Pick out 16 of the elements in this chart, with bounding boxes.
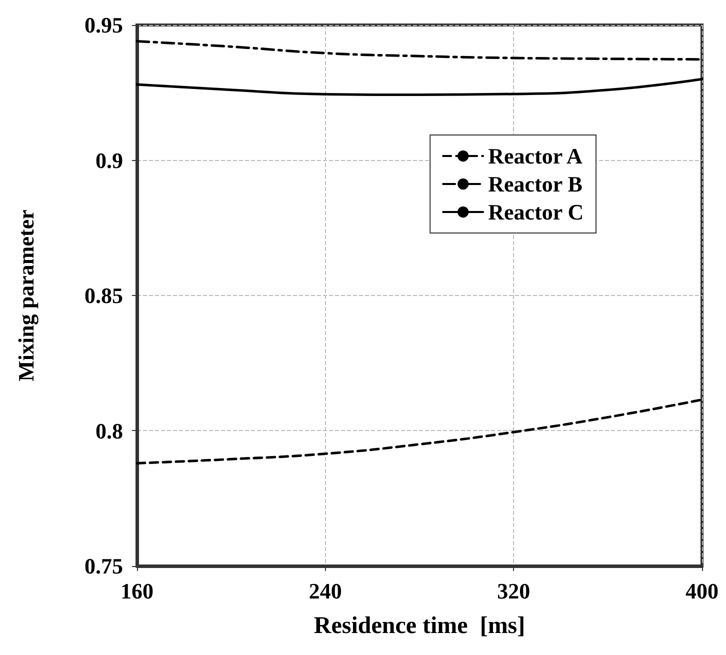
y-axis-title: Mixing parameter — [14, 209, 38, 382]
legend-label: Reactor A — [488, 144, 582, 168]
y-tick-label: 0.8 — [96, 418, 123, 444]
legend-label: Reactor C — [488, 200, 584, 224]
y-tick-label: 0.85 — [84, 283, 123, 308]
y-tick-label: 0.95 — [84, 12, 123, 38]
y-tick-label: 0.75 — [84, 554, 123, 578]
line-series — [136, 398, 704, 464]
x-tick-label: 240 — [308, 578, 342, 604]
x-tick-label: 400 — [686, 578, 718, 604]
line-series — [136, 78, 704, 96]
y-tick-label: 0.9 — [96, 148, 123, 173]
x-tick-label: 320 — [497, 578, 530, 604]
x-tick-label: 160 — [120, 578, 154, 604]
legend-label: Reactor B — [488, 172, 583, 196]
x-axis-title: Residence time [ms] — [314, 613, 526, 639]
